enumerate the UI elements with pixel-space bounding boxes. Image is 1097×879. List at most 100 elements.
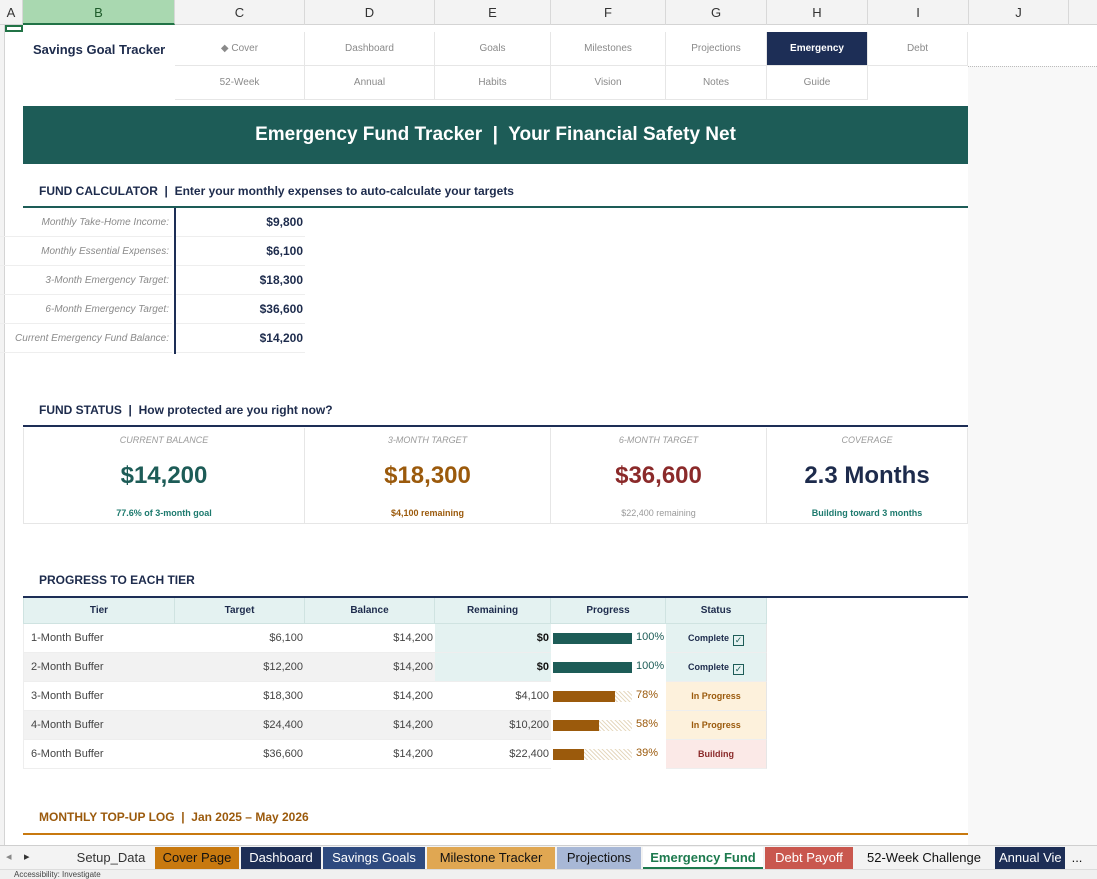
- column-header-d[interactable]: D: [305, 0, 435, 25]
- remaining-cell[interactable]: $0: [435, 653, 551, 682]
- card-value: $36,600: [615, 462, 702, 489]
- nav-dashboard[interactable]: Dashboard: [305, 32, 435, 66]
- tab-debt-payoff[interactable]: Debt Payoff: [765, 847, 853, 869]
- status-badge: Building: [666, 740, 767, 769]
- progress-bar-fill: [553, 691, 615, 702]
- card-sub: $4,100 remaining: [390, 508, 465, 518]
- remaining-cell[interactable]: $4,100: [435, 682, 551, 711]
- calc-value-expenses[interactable]: $6,100: [176, 237, 305, 266]
- nav-annual[interactable]: Annual: [305, 66, 435, 100]
- progress-bar: [553, 633, 632, 644]
- progress-bar: [553, 749, 632, 760]
- progress-bar-fill: [553, 662, 632, 673]
- sheet-tab-bar: ◂ ▸ Setup_Data Cover Page Dashboard Savi…: [0, 845, 1097, 869]
- card-sub: Building toward 3 months: [811, 508, 923, 518]
- column-header-b[interactable]: B: [23, 0, 175, 25]
- page-banner: Emergency Fund Tracker | Your Financial …: [23, 106, 968, 164]
- calc-value-3month[interactable]: $18,300: [176, 266, 305, 295]
- nav-52-week[interactable]: 52-Week: [175, 66, 305, 100]
- status-bar: Accessibility: Investigate: [0, 869, 1097, 879]
- active-cell-cursor[interactable]: [5, 25, 23, 32]
- col-header-remaining: Remaining: [435, 598, 551, 624]
- status-badge: In Progress: [666, 711, 767, 740]
- balance-cell[interactable]: $14,200: [305, 740, 435, 769]
- balance-cell[interactable]: $14,200: [305, 711, 435, 740]
- status-label: Complete: [687, 633, 729, 643]
- tab-projections[interactable]: Projections: [557, 847, 641, 869]
- card-label: CURRENT BALANCE: [119, 435, 209, 445]
- calc-label-balance: Current Emergency Fund Balance:: [0, 324, 172, 353]
- target-cell[interactable]: $36,600: [175, 740, 305, 769]
- tier-cell[interactable]: 1-Month Buffer: [23, 624, 175, 653]
- log-heading: MONTHLY TOP-UP LOG | Jan 2025 – May 2026: [39, 810, 309, 824]
- target-cell[interactable]: $6,100: [175, 624, 305, 653]
- calculator-rule: [23, 206, 968, 208]
- progress-percent: 39%: [636, 747, 659, 759]
- calc-value-income[interactable]: $9,800: [176, 208, 305, 237]
- tab-annual-view[interactable]: Annual Vie: [995, 847, 1065, 869]
- status-badge: Complete ✓: [666, 624, 767, 653]
- progress-bar: [553, 662, 632, 673]
- nav-notes[interactable]: Notes: [666, 66, 767, 100]
- card-value: $18,300: [384, 462, 471, 489]
- calc-label-3month: 3-Month Emergency Target:: [0, 266, 172, 295]
- balance-cell[interactable]: $14,200: [305, 624, 435, 653]
- column-header-h[interactable]: H: [767, 0, 868, 25]
- progress-bar-fill: [553, 720, 599, 731]
- column-header-a[interactable]: A: [0, 0, 23, 25]
- nav-projections[interactable]: Projections: [666, 32, 767, 66]
- nav-divider: [968, 66, 1097, 67]
- nav-milestones[interactable]: Milestones: [551, 32, 666, 66]
- column-header-g[interactable]: G: [666, 0, 767, 25]
- progress-percent: 78%: [636, 689, 659, 701]
- remaining-cell[interactable]: $0: [435, 624, 551, 653]
- card-3month-target: 3-MONTH TARGET $18,300 $4,100 remaining: [305, 428, 551, 524]
- column-header-i[interactable]: I: [868, 0, 969, 25]
- target-cell[interactable]: $24,400: [175, 711, 305, 740]
- app-title: Savings Goal Tracker: [33, 42, 166, 57]
- card-label: 3-MONTH TARGET: [387, 435, 468, 445]
- progress-bar-fill: [553, 749, 584, 760]
- balance-cell[interactable]: $14,200: [305, 682, 435, 711]
- tier-cell[interactable]: 6-Month Buffer: [23, 740, 175, 769]
- status-label: Complete: [687, 662, 729, 672]
- tier-cell[interactable]: 2-Month Buffer: [23, 653, 175, 682]
- progress-percent: 100%: [636, 660, 665, 672]
- nav-vision[interactable]: Vision: [551, 66, 666, 100]
- remaining-cell[interactable]: $10,200: [435, 711, 551, 740]
- tier-cell[interactable]: 3-Month Buffer: [23, 682, 175, 711]
- nav-guide[interactable]: Guide: [767, 66, 868, 100]
- tab-more-button[interactable]: ...: [1071, 850, 1083, 865]
- calculator-divider: [174, 208, 176, 354]
- balance-cell[interactable]: $14,200: [305, 653, 435, 682]
- tab-dashboard[interactable]: Dashboard: [241, 847, 321, 869]
- target-cell[interactable]: $12,200: [175, 653, 305, 682]
- nav-habits[interactable]: Habits: [435, 66, 551, 100]
- col-header-tier: Tier: [23, 598, 175, 624]
- tab-savings-goals[interactable]: Savings Goals: [323, 847, 425, 869]
- scroll-left-icon[interactable]: ◂: [6, 851, 12, 863]
- target-cell[interactable]: $18,300: [175, 682, 305, 711]
- nav-debt[interactable]: Debt: [868, 32, 968, 66]
- card-6month-target: 6-MONTH TARGET $36,600 $22,400 remaining: [551, 428, 767, 524]
- calc-value-6month[interactable]: $36,600: [176, 295, 305, 324]
- tab-52-week-challenge[interactable]: 52-Week Challenge: [867, 850, 981, 865]
- tab-setup-data[interactable]: Setup_Data: [76, 850, 146, 865]
- tab-milestone-tracker[interactable]: Milestone Tracker: [427, 847, 555, 869]
- nav-emergency[interactable]: Emergency: [767, 32, 868, 66]
- scroll-right-icon[interactable]: ▸: [24, 851, 30, 863]
- tier-cell[interactable]: 4-Month Buffer: [23, 711, 175, 740]
- tab-emergency-fund[interactable]: Emergency Fund: [643, 847, 763, 869]
- row-header-strip: [0, 25, 5, 845]
- calc-value-balance[interactable]: $14,200: [176, 324, 305, 353]
- status-heading: FUND STATUS | How protected are you righ…: [39, 403, 333, 417]
- column-header-e[interactable]: E: [435, 0, 551, 25]
- column-header-f[interactable]: F: [551, 0, 666, 25]
- tab-cover-page[interactable]: Cover Page: [155, 847, 239, 869]
- column-header-c[interactable]: C: [175, 0, 305, 25]
- nav-cover[interactable]: ◆ Cover: [175, 32, 305, 66]
- remaining-cell[interactable]: $22,400: [435, 740, 551, 769]
- nav-goals[interactable]: Goals: [435, 32, 551, 66]
- log-rule: [23, 833, 968, 835]
- column-header-j[interactable]: J: [969, 0, 1069, 25]
